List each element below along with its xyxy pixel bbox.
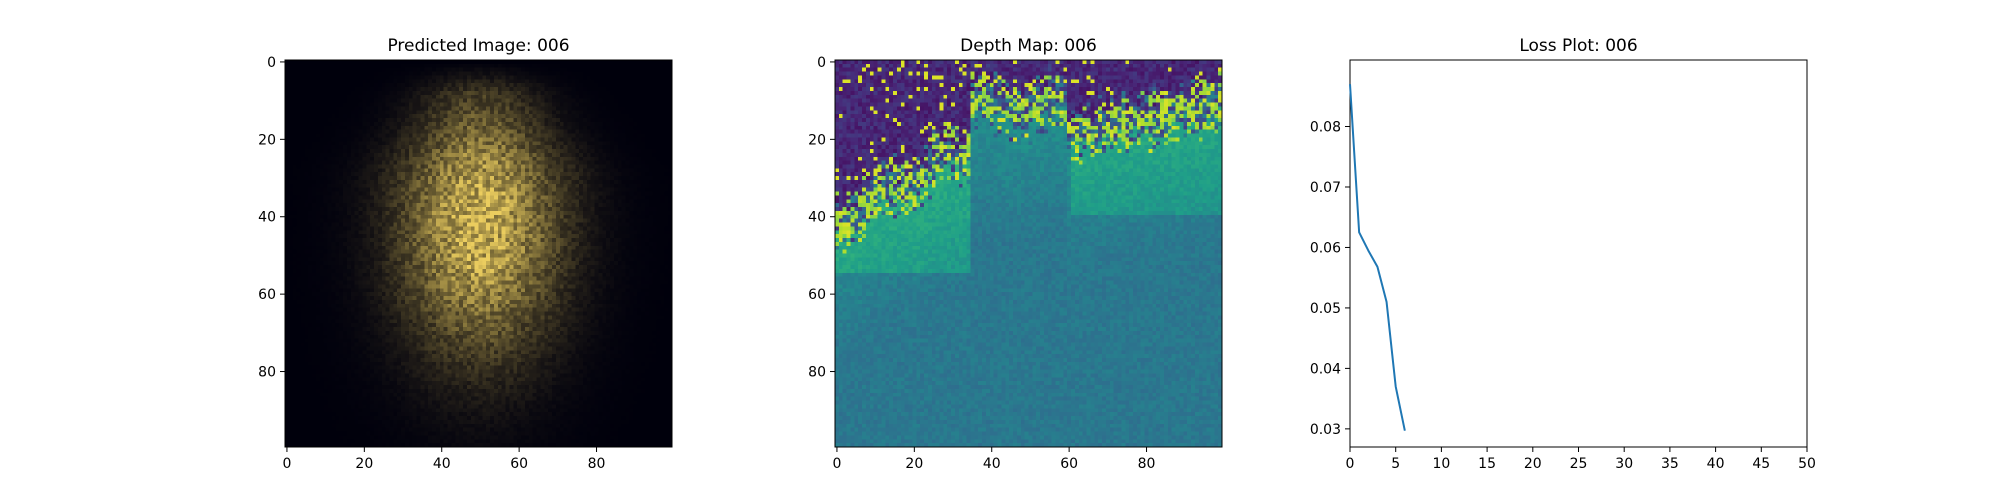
x-tick-label: 60 [1060,456,1078,472]
y-tick-label: 80 [808,365,826,381]
loss-plot-y-ticks: 0.03 0.04 0.05 0.06 0.07 0.08 [1310,120,1350,438]
depth-map-y-ticks: 0 20 40 60 80 [808,55,835,381]
x-tick-label: 0 [832,456,841,472]
x-tick-label: 10 [1432,456,1450,472]
x-tick-label: 20 [1524,456,1542,472]
x-tick-label: 50 [1798,456,1816,472]
predicted-image-pixels [285,60,672,447]
y-tick-label: 0.07 [1310,180,1341,196]
x-tick-label: 20 [355,456,373,472]
depth-map-pixels [835,60,1222,447]
predicted-image-y-ticks: 0 20 40 60 80 [258,55,285,381]
x-tick-label: 5 [1391,456,1400,472]
x-tick-label: 0 [282,456,291,472]
y-tick-label: 0.03 [1310,422,1341,438]
x-tick-label: 35 [1661,456,1679,472]
panel-depth-map: Depth Map: 006 0 20 40 60 80 0 20 40 60 80 [808,36,1223,472]
depth-map-x-ticks: 0 20 40 60 80 [832,447,1155,472]
predicted-image-frame [284,59,673,448]
predicted-image-x-ticks: 0 20 40 60 80 [282,447,605,472]
loss-plot-axes-frame [1349,59,1808,448]
x-tick-label: 80 [1138,456,1156,472]
x-tick-label: 45 [1752,456,1770,472]
loss-plot-x-ticks: 0 5 10 15 20 25 30 35 40 45 50 [1346,447,1816,472]
y-tick-label: 60 [808,287,826,303]
y-tick-label: 40 [808,210,826,226]
depth-map-title: Depth Map: 006 [960,36,1097,56]
y-tick-label: 0.05 [1310,301,1341,317]
panel-loss-plot: Loss Plot: 006 0 5 10 15 20 25 30 35 40 45 50 0.03… [1310,36,1816,472]
panel-predicted-image: Predicted Image: 006 0 20 40 60 80 0 20 40 60 80 [258,36,673,472]
y-tick-label: 60 [258,287,276,303]
y-tick-label: 0.08 [1310,120,1341,136]
y-tick-label: 0 [267,55,276,71]
loss-plot-title: Loss Plot: 006 [1519,36,1637,56]
x-tick-label: 30 [1615,456,1633,472]
y-tick-label: 20 [258,132,276,148]
y-tick-label: 80 [258,365,276,381]
x-tick-label: 20 [905,456,923,472]
x-tick-label: 80 [588,456,606,472]
x-tick-label: 40 [983,456,1001,472]
x-tick-label: 40 [433,456,451,472]
depth-map-frame [834,59,1223,448]
y-tick-label: 0.06 [1310,240,1341,256]
y-tick-label: 0 [817,55,826,71]
loss-series-line [1349,84,1406,431]
predicted-image-title: Predicted Image: 006 [387,36,569,56]
predicted-image-raster [285,60,672,447]
y-tick-label: 0.04 [1310,361,1341,377]
y-tick-label: 40 [258,210,276,226]
x-tick-label: 40 [1707,456,1725,472]
depth-map-raster [835,60,1222,447]
x-tick-label: 25 [1570,456,1588,472]
x-tick-label: 60 [510,456,528,472]
x-tick-label: 0 [1346,456,1355,472]
x-tick-label: 15 [1478,456,1496,472]
y-tick-label: 20 [808,132,826,148]
